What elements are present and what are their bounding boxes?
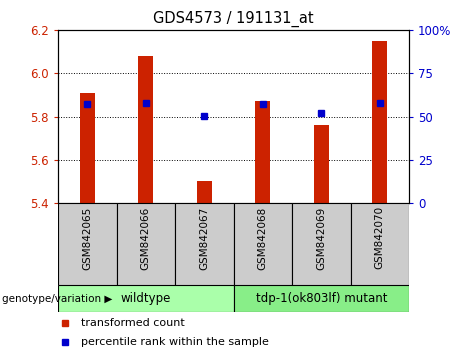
Bar bbox=[58, 203, 117, 285]
Text: GSM842065: GSM842065 bbox=[82, 206, 92, 269]
Bar bbox=[175, 203, 234, 285]
Bar bbox=[138, 56, 153, 203]
Text: GSM842070: GSM842070 bbox=[375, 206, 385, 269]
Bar bbox=[234, 203, 292, 285]
Bar bbox=[117, 203, 175, 285]
Text: GSM842068: GSM842068 bbox=[258, 206, 268, 269]
Bar bbox=[80, 93, 95, 203]
Text: GSM842067: GSM842067 bbox=[199, 206, 209, 269]
Title: GDS4573 / 191131_at: GDS4573 / 191131_at bbox=[153, 11, 314, 27]
Bar bbox=[350, 203, 409, 285]
Bar bbox=[255, 101, 270, 203]
Text: genotype/variation ▶: genotype/variation ▶ bbox=[2, 293, 112, 303]
Bar bbox=[314, 125, 329, 203]
Text: tdp-1(ok803lf) mutant: tdp-1(ok803lf) mutant bbox=[255, 292, 387, 305]
Text: GSM842069: GSM842069 bbox=[316, 206, 326, 269]
Text: transformed count: transformed count bbox=[81, 318, 184, 328]
Bar bbox=[372, 41, 387, 203]
Text: wildtype: wildtype bbox=[121, 292, 171, 305]
Bar bbox=[234, 285, 409, 312]
Text: percentile rank within the sample: percentile rank within the sample bbox=[81, 337, 269, 347]
Bar bbox=[292, 203, 350, 285]
Text: GSM842066: GSM842066 bbox=[141, 206, 151, 269]
Bar bbox=[197, 181, 212, 203]
Bar bbox=[58, 285, 234, 312]
